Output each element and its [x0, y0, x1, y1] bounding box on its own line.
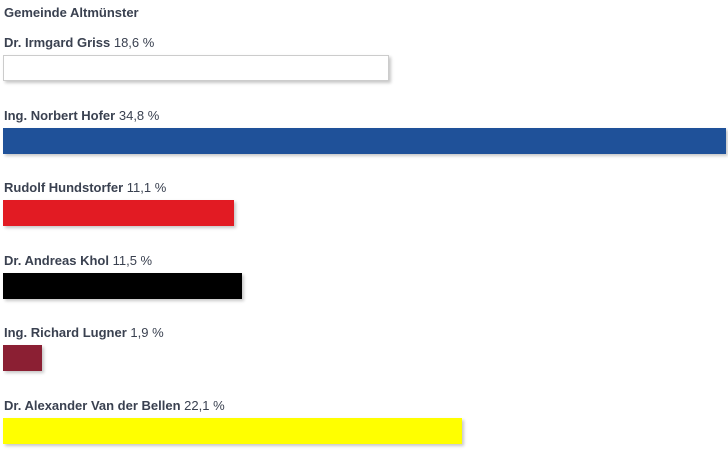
candidate-name: Rudolf Hundstorfer [4, 180, 124, 196]
candidate-name: Dr. Irmgard Griss [4, 35, 111, 50]
value-label: 11,1 % [126, 180, 167, 196]
bar-row: Dr. Andreas Khol 11,5 % [0, 253, 728, 313]
value-label: 11,5 % [112, 252, 153, 268]
bar-row: Dr. Irmgard Griss 18,6 % [0, 35, 728, 95]
bar-row: Ing. Norbert Hofer 34,8 % [0, 108, 728, 168]
chart-title: Gemeinde Altmünster [4, 5, 139, 20]
candidate-name: Ing. Richard Lugner [4, 325, 127, 341]
bar [3, 55, 389, 81]
bar [3, 345, 42, 372]
candidate-name: Dr. Andreas Khol [4, 252, 109, 268]
bar-row: Dr. Alexander Van der Bellen 22,1 % [0, 398, 728, 458]
bar-row: Rudolf Hundstorfer 11,1 % [0, 180, 728, 240]
candidate-name: Ing. Norbert Hofer [4, 107, 116, 123]
bar [3, 127, 726, 154]
bar-row: Ing. Richard Lugner 1,9 % [0, 325, 728, 385]
bar-label: Ing. Richard Lugner 1,9 % [4, 325, 164, 341]
bar-label: Dr. Alexander Van der Bellen 22,1 % [4, 398, 225, 414]
value-label: 18,6 % [113, 35, 155, 50]
bar [3, 272, 242, 299]
bar-label: Dr. Irmgard Griss 18,6 % [4, 35, 154, 51]
value-label: 34,8 % [118, 107, 160, 123]
bar-label: Dr. Andreas Khol 11,5 % [4, 253, 152, 269]
bar [3, 200, 234, 227]
bar [3, 418, 462, 444]
value-label: 22,1 % [184, 398, 225, 413]
candidate-name: Dr. Alexander Van der Bellen [4, 398, 181, 413]
value-label: 1,9 % [130, 325, 164, 341]
bar-label: Ing. Norbert Hofer 34,8 % [4, 108, 159, 124]
bar-label: Rudolf Hundstorfer 11,1 % [4, 180, 166, 196]
